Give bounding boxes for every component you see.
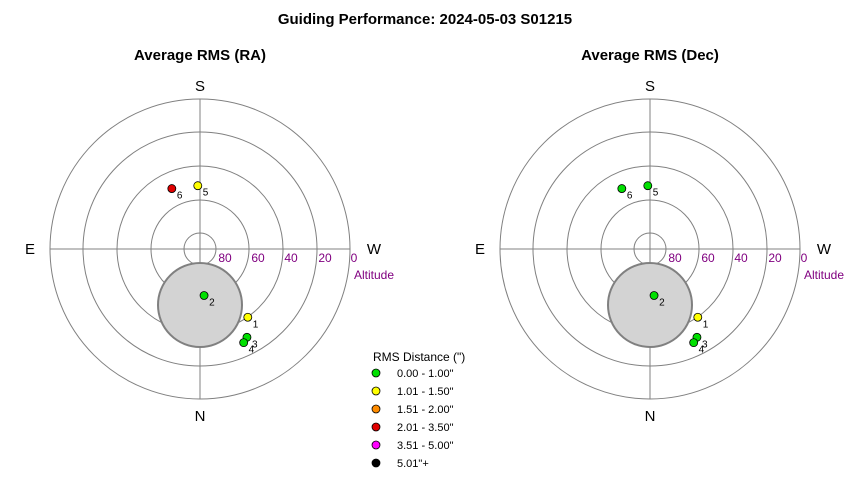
legend-item-label: 1.01 - 1.50" xyxy=(397,386,454,398)
legend-swatch xyxy=(371,386,381,396)
data-point xyxy=(689,338,699,348)
data-point xyxy=(167,184,177,193)
direction-top-label: S xyxy=(195,78,205,95)
legend-swatch xyxy=(371,404,381,414)
data-point-label: 1 xyxy=(253,319,259,330)
legend-item-label: 5.01"+ xyxy=(397,458,429,470)
legend: RMS Distance (") 0.00 - 1.00" 1.01 - 1.50"… xyxy=(371,350,465,470)
data-point-label: 6 xyxy=(627,191,633,202)
legend-item-label: 0.00 - 1.00" xyxy=(397,368,454,380)
altitude-axis-label: Altitude xyxy=(804,268,844,282)
legend-swatch xyxy=(371,368,381,378)
data-point-label: 5 xyxy=(203,188,209,199)
data-point xyxy=(239,338,249,348)
direction-bottom-label: N xyxy=(195,408,206,425)
data-point-label: 4 xyxy=(249,345,255,356)
altitude-tick-label: 0 xyxy=(351,251,358,265)
legend-item-label: 2.01 - 3.50" xyxy=(397,422,454,434)
altitude-tick-label: 40 xyxy=(284,251,298,265)
data-point xyxy=(243,312,253,322)
data-point xyxy=(199,291,209,300)
altitude-tick-label: 0 xyxy=(801,251,808,265)
direction-right-label: W xyxy=(817,241,832,258)
data-point xyxy=(693,312,703,322)
obstructed-region xyxy=(607,262,693,348)
altitude-tick-label: 80 xyxy=(668,251,682,265)
legend-title: RMS Distance (") xyxy=(373,350,465,364)
data-point-label: 5 xyxy=(653,188,659,199)
data-point xyxy=(193,181,203,191)
data-point-label: 1 xyxy=(703,319,709,330)
data-point-label: 4 xyxy=(699,345,705,356)
altitude-tick-label: 60 xyxy=(701,251,715,265)
data-point-label: 6 xyxy=(177,191,183,202)
direction-left-label: E xyxy=(475,241,485,258)
data-point-label: 3 xyxy=(702,339,708,350)
data-point xyxy=(649,291,659,300)
data-point-label: 2 xyxy=(209,297,215,308)
data-point-label: 2 xyxy=(659,297,665,308)
direction-left-label: E xyxy=(25,241,35,258)
altitude-tick-label: 20 xyxy=(768,251,782,265)
data-point xyxy=(617,184,627,193)
polar-chart-ra: Average RMS (RA) S N E W 80 60 40 20 0 Altitude 1 2 3… xyxy=(25,47,394,425)
direction-bottom-label: N xyxy=(645,408,656,425)
direction-top-label: S xyxy=(645,78,655,95)
altitude-axis-label: Altitude xyxy=(354,268,394,282)
legend-swatch xyxy=(371,458,381,468)
polar-chart-dec: Average RMS (Dec) S N E W 80 60 40 20 0 Altitude 1 2… xyxy=(475,47,844,425)
chart-title: Average RMS (RA) xyxy=(134,47,266,64)
direction-right-label: W xyxy=(367,241,382,258)
legend-item-label: 3.51 - 5.00" xyxy=(397,440,454,452)
altitude-tick-label: 20 xyxy=(318,251,332,265)
altitude-tick-label: 40 xyxy=(734,251,748,265)
obstructed-region xyxy=(157,262,243,348)
chart-title: Average RMS (Dec) xyxy=(581,47,719,64)
altitude-tick-label: 80 xyxy=(218,251,232,265)
altitude-tick-label: 60 xyxy=(251,251,265,265)
figure-title: Guiding Performance: 2024-05-03 S01215 xyxy=(278,11,572,28)
legend-swatch xyxy=(371,422,381,432)
legend-swatch xyxy=(371,440,381,450)
data-point-label: 3 xyxy=(252,339,258,350)
data-point xyxy=(643,181,653,191)
legend-item-label: 1.51 - 2.00" xyxy=(397,404,454,416)
